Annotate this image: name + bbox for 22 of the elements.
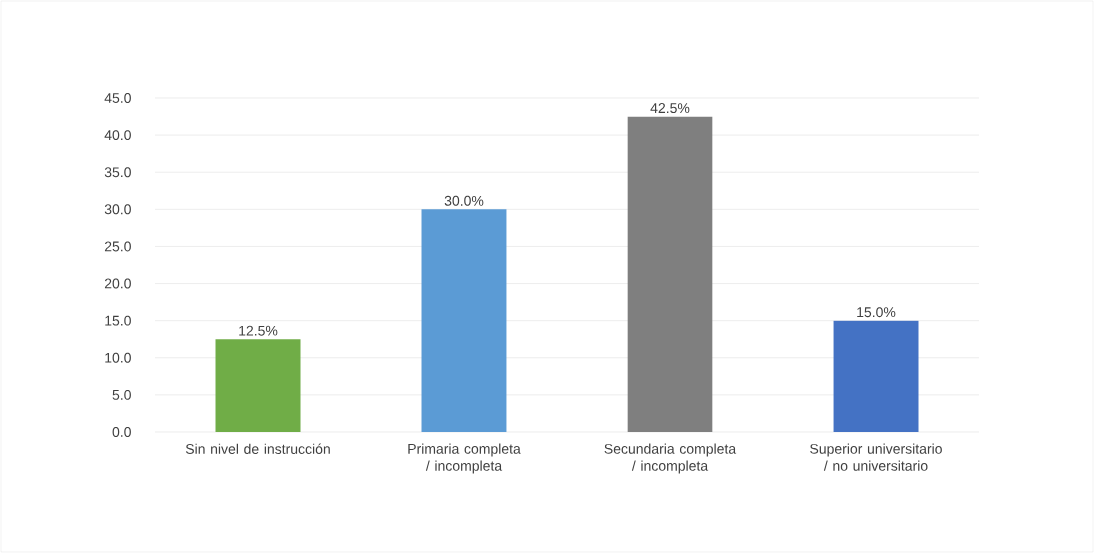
x-tick-label: Sin nivel de instrucción — [185, 443, 330, 454]
y-tick-label: 35.0 — [104, 167, 131, 178]
y-tick-label: 45.0 — [104, 93, 131, 103]
x-tick-label: Superior universitario / no universitario — [810, 443, 942, 471]
y-tick-label: 25.0 — [104, 241, 131, 252]
x-tick-label: Secundaria completa / incompleta — [604, 443, 737, 474]
x-tick-label: Primaria completa / incompleta — [408, 443, 521, 474]
y-tick-label: 15.0 — [105, 315, 131, 326]
y-tick-label: 10.0 — [105, 352, 131, 363]
bar — [421, 209, 507, 432]
y-tick-label: 40.0 — [104, 130, 131, 141]
y-tick-label: 0.0 — [112, 427, 131, 437]
bar — [833, 320, 919, 432]
bar — [215, 339, 301, 432]
y-tick-label: 30.0 — [104, 204, 131, 215]
data-label: 42.5% — [650, 103, 690, 114]
data-label: 15.0% — [857, 307, 896, 318]
data-label: 30.0% — [444, 195, 484, 206]
y-tick-label: 5.0 — [112, 389, 131, 400]
y-tick-label: 20.0 — [104, 278, 131, 289]
bar — [627, 116, 713, 432]
data-label: 12.5% — [239, 325, 278, 336]
